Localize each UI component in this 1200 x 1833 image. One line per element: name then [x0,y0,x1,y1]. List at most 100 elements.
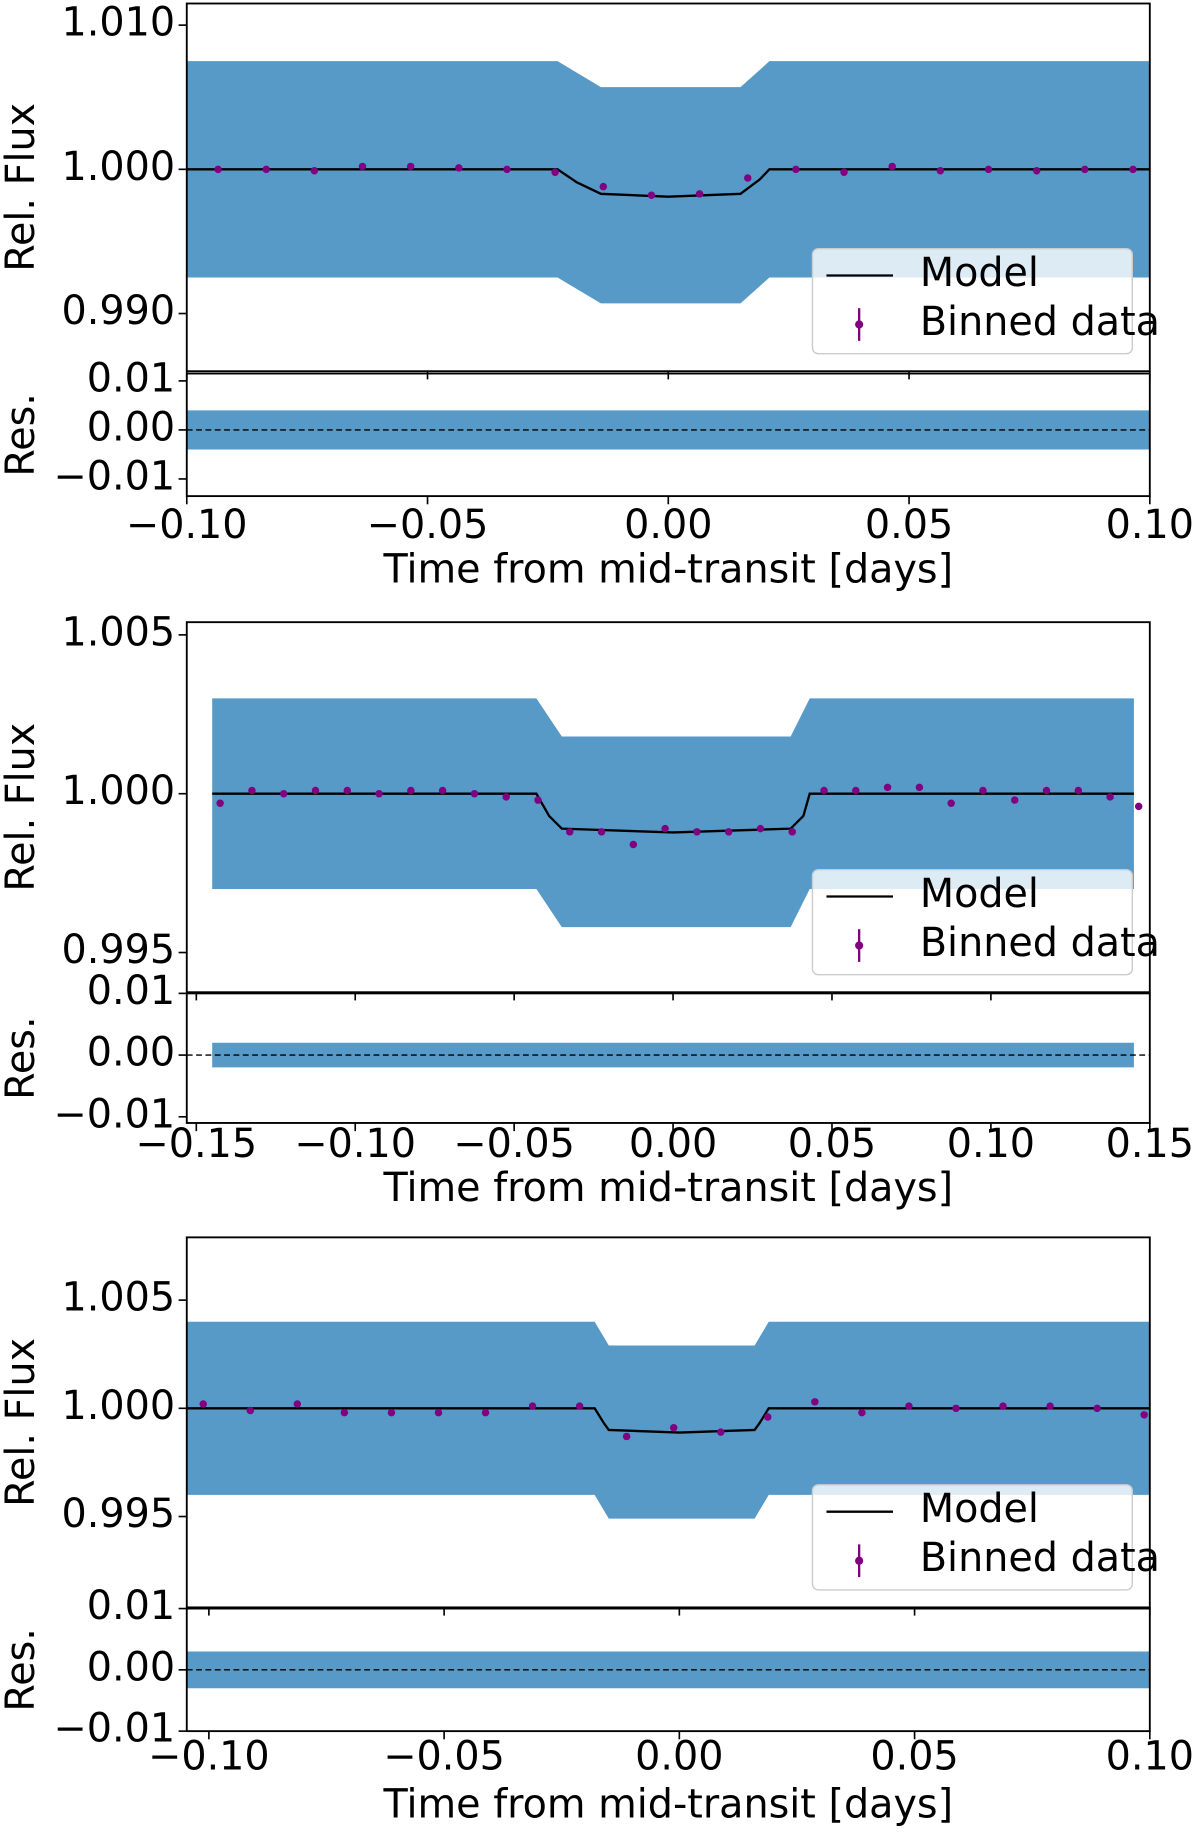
main-frame [185,621,1151,994]
legend-label: Binned data [920,1535,1160,1581]
res-y-tick-label: 0.01 [87,1583,175,1629]
binned-point [597,828,606,836]
binned-point [293,1400,302,1408]
binned-point [1140,1411,1148,1419]
y-tick-label: 0.995 [62,1491,176,1537]
binned-point [622,1432,631,1441]
binned-point [503,165,511,174]
binned-point [310,167,319,175]
res-y-tick-label: −0.01 [54,1706,176,1752]
binned-point [999,1402,1007,1410]
x-axis-label: Time from mid-transit [days] [383,1782,954,1828]
binned-point [262,165,270,174]
binned-point [979,786,987,795]
legend-marker [855,320,864,329]
binned-point [811,1398,819,1406]
x-tick-label: −0.05 [453,1121,575,1167]
x-tick-label: −0.10 [148,1734,270,1780]
binned-point [1081,165,1089,174]
binned-point [279,789,288,798]
res-axis-label: Res. [0,1016,44,1099]
binned-point [246,1406,255,1415]
residual-frame [185,992,1151,1124]
res-y-tick-label: 0.01 [87,355,175,401]
binned-point [216,799,224,807]
binned-point [470,789,479,798]
res-y-tick-label: 0.00 [87,404,175,450]
binned-point [248,786,256,795]
x-tick-label: 0.00 [624,502,712,548]
binned-point [1129,165,1137,174]
x-tick-label: 0.05 [865,502,953,548]
legend-label: Model [920,1486,1039,1532]
y-tick-label: 1.000 [62,1383,176,1429]
binned-point [1134,802,1143,811]
binned-point [669,1424,678,1432]
binned-point [744,174,752,182]
binned-point [905,1402,913,1410]
binned-point [343,786,352,795]
binned-point [434,1408,443,1417]
legend-label: Model [920,871,1039,917]
binned-point [311,786,320,795]
binned-point [438,786,447,795]
binned-point [455,164,463,172]
binned-point [915,783,924,792]
res-y-tick-label: −0.01 [54,453,176,499]
binned-point [551,168,559,176]
x-axis-label: Time from mid-transit [days] [383,1165,954,1211]
res-y-tick-label: −0.01 [54,1091,176,1137]
binned-point [199,1400,207,1408]
binned-point [883,783,892,792]
model-line [186,168,1150,198]
x-tick-label: −0.15 [136,1121,258,1167]
binned-point [852,786,860,795]
binned-point [214,165,222,174]
y-axis-label: Rel. Flux [0,103,44,272]
binned-point [1010,796,1019,804]
res-y-tick-label: 0.01 [87,968,175,1014]
x-tick-label: −0.05 [383,1734,505,1780]
binned-point [647,191,656,200]
legend-label: Binned data [920,920,1160,966]
y-tick-label: 0.990 [62,288,176,334]
legend-label: Binned data [920,299,1160,345]
y-tick-label: 0.995 [62,927,176,973]
x-tick-label: 0.00 [635,1734,723,1780]
y-tick-label: 1.005 [62,1275,176,1321]
res-axis-label: Res. [0,393,44,476]
binned-point [481,1408,490,1417]
x-tick-label: 0.05 [788,1121,876,1167]
x-tick-label: −0.10 [294,1121,416,1167]
binned-point [695,190,704,198]
res-axis-label: Res. [0,1628,44,1711]
binned-point [947,799,955,807]
binned-point [661,824,669,833]
binned-point [820,786,828,795]
binned-point [792,165,800,174]
binned-point [1093,1404,1101,1413]
y-axis-label: Rel. Flux [0,1338,44,1507]
y-axis-label: Rel. Flux [0,723,44,892]
res-y-tick-label: 0.00 [87,1030,175,1076]
binned-point [375,789,383,798]
binned-point [693,828,701,836]
data-scatter [186,61,1150,304]
legend-marker [855,941,864,950]
binned-point [340,1408,349,1417]
binned-point [1074,786,1083,795]
x-tick-label: 0.10 [947,1121,1035,1167]
data-scatter [186,1321,1150,1519]
binned-point [1106,793,1114,801]
binned-point [840,168,848,176]
binned-point [406,162,415,171]
binned-point [936,167,945,175]
binned-point [358,162,367,171]
y-tick-label: 1.005 [62,609,176,655]
binned-point [629,840,638,849]
binned-point [534,796,542,804]
